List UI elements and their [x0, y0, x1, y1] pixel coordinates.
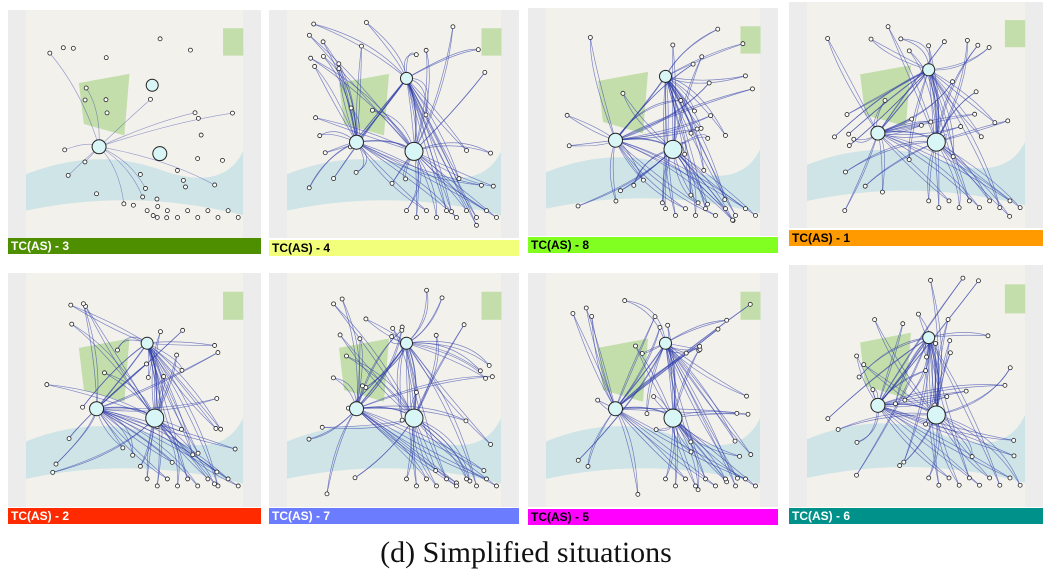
network-map-1: [26, 10, 244, 238]
map-panel-2: [269, 10, 519, 238]
map-panel-4: [789, 2, 1043, 228]
map-panel-1: [8, 10, 261, 238]
network-map-8: [807, 265, 1026, 507]
panel-label-2: TC(AS) - 4: [269, 240, 519, 256]
map-panel-7: [528, 273, 778, 507]
panel-label-1: TC(AS) - 3: [8, 238, 261, 254]
panel-label-4: TC(AS) - 1: [789, 230, 1043, 246]
map-panel-6: [269, 273, 519, 507]
panel-label-7: TC(AS) - 5: [528, 509, 778, 525]
network-map-7: [546, 273, 761, 507]
map-panel-5: [8, 273, 261, 507]
panel-label-6: TC(AS) - 7: [269, 508, 519, 524]
network-map-2: [287, 10, 502, 238]
panel-label-5: TC(AS) - 2: [8, 508, 261, 524]
figure-caption: (d) Simplified situations: [380, 536, 672, 569]
network-map-3: [546, 8, 761, 236]
map-panel-3: [528, 8, 778, 236]
network-map-6: [287, 273, 502, 507]
panel-label-8: TC(AS) - 6: [789, 508, 1043, 524]
network-map-5: [26, 273, 244, 507]
panel-label-3: TC(AS) - 8: [528, 237, 778, 253]
map-panel-8: [789, 265, 1043, 507]
network-map-4: [807, 2, 1026, 228]
